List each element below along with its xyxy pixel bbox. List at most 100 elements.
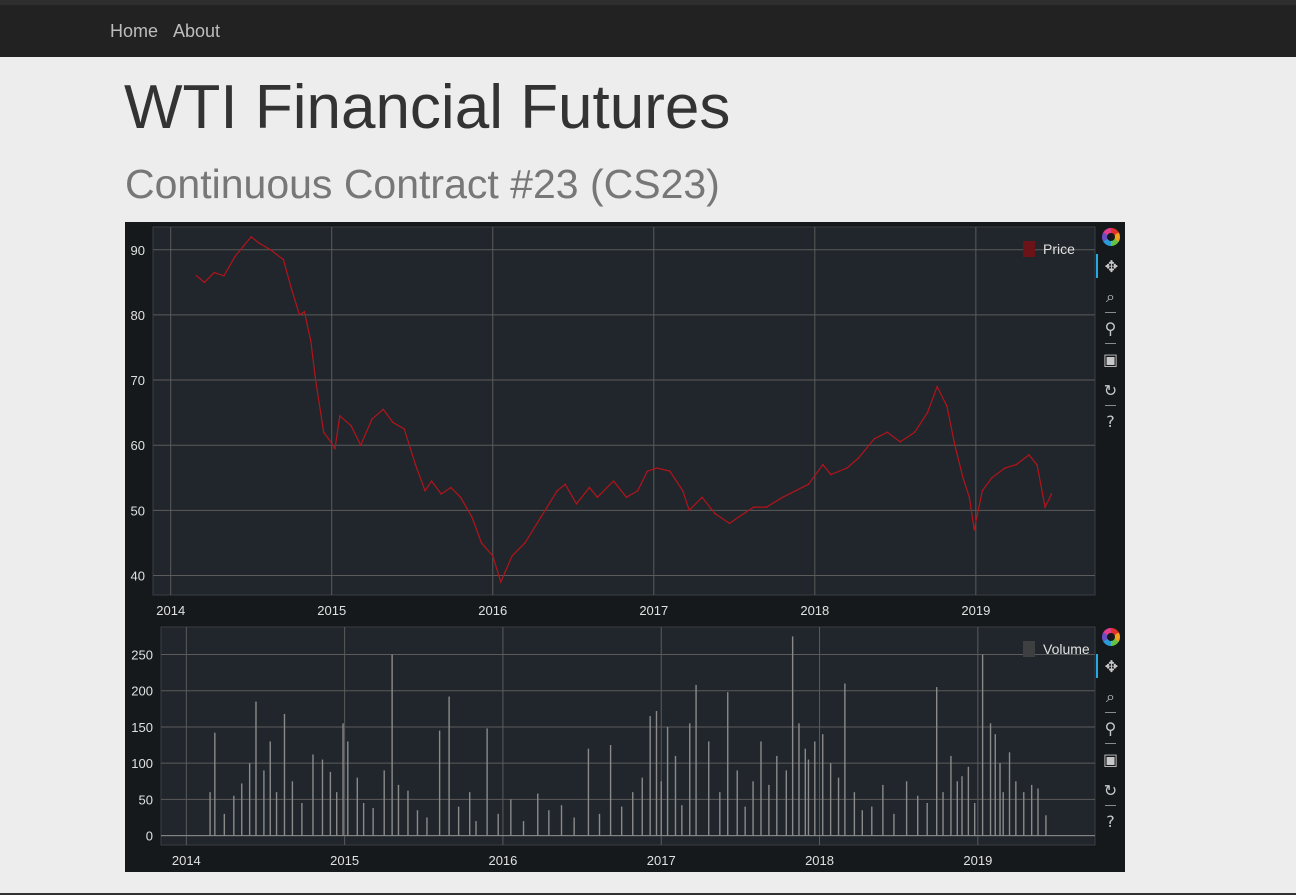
price-point	[382, 408, 385, 411]
volume-bar	[785, 770, 788, 836]
volume-bar	[214, 732, 216, 836]
volume-bar	[752, 781, 754, 836]
legend-label: Volume	[1043, 641, 1090, 657]
price-point	[625, 496, 628, 499]
volume-bar	[283, 713, 286, 836]
price-point	[258, 242, 261, 245]
price-point	[310, 340, 312, 342]
volume-bar	[248, 763, 251, 836]
price-point	[491, 555, 494, 557]
x-tick-label: 2014	[156, 603, 185, 618]
bokeh-logo-icon[interactable]	[1096, 625, 1125, 649]
volume-bar	[486, 728, 488, 836]
volume-bar	[1015, 781, 1017, 836]
plot-area	[160, 626, 1096, 846]
volume-bar	[620, 806, 623, 836]
price-point	[440, 493, 443, 495]
volume-bar	[329, 771, 332, 836]
volume-bar	[999, 763, 1001, 836]
x-tick-label: 2014	[172, 853, 201, 868]
price-point	[1028, 454, 1030, 456]
price-point	[669, 470, 671, 473]
volume-bar	[438, 730, 441, 836]
reset-icon[interactable]: ↻	[1103, 780, 1118, 800]
volume-bar	[994, 734, 996, 836]
volume-bar	[967, 766, 970, 836]
price-point	[946, 405, 948, 407]
y-tick-label: 60	[131, 438, 145, 453]
volume-bar	[882, 784, 884, 836]
wheel-zoom-icon[interactable]: ⚲	[1104, 318, 1117, 338]
price-point	[242, 245, 244, 248]
volume-bar	[457, 806, 460, 836]
volume-bar	[1002, 792, 1004, 836]
volume-bar	[829, 763, 832, 836]
help-icon[interactable]: ?	[1106, 411, 1115, 431]
volume-bar	[475, 821, 477, 836]
price-point	[765, 506, 768, 508]
save-icon[interactable]: ▣	[1102, 349, 1119, 369]
price-point	[807, 483, 810, 486]
volume-bar	[776, 755, 778, 836]
volume-bar	[893, 813, 895, 836]
nav-about-link[interactable]: About	[173, 21, 221, 41]
volume-bar	[804, 748, 807, 836]
volume-bar	[961, 776, 963, 836]
price-point	[282, 258, 285, 261]
price-point	[822, 463, 824, 466]
volume-bar	[510, 799, 512, 836]
price-point	[781, 496, 784, 499]
price-point	[250, 235, 253, 238]
price-point	[1050, 493, 1053, 495]
volume-bar	[362, 802, 365, 836]
reset-icon[interactable]: ↻	[1103, 380, 1118, 400]
volume-bar	[448, 696, 450, 836]
volume-bar	[301, 802, 303, 836]
box-zoom-icon[interactable]: ⌕	[1106, 287, 1115, 306]
pan-icon[interactable]: ✥	[1096, 254, 1125, 278]
price-point	[899, 441, 901, 443]
x-tick-label: 2017	[647, 853, 676, 868]
price-point	[1036, 463, 1038, 466]
y-tick-label: 150	[131, 720, 153, 735]
price-point	[392, 421, 394, 424]
volume-bar	[263, 770, 265, 836]
volume-bar	[383, 770, 385, 836]
page-subtitle: Continuous Contract #23 (CS23)	[125, 161, 720, 207]
wheel-zoom-icon[interactable]: ⚲	[1104, 718, 1117, 738]
volume-bar	[719, 792, 721, 836]
price-point	[327, 437, 330, 440]
volume-bar	[560, 805, 563, 836]
volume-bar	[632, 792, 634, 836]
box-zoom-icon[interactable]: ⌕	[1106, 687, 1115, 706]
plot-area	[152, 226, 1096, 596]
y-tick-label: 200	[131, 684, 153, 699]
volume-bar	[1008, 752, 1011, 836]
price-point	[588, 486, 591, 489]
bokeh-logo-icon[interactable]	[1096, 225, 1125, 249]
volume-bar	[926, 802, 928, 836]
volume-bar	[950, 755, 952, 836]
price-point	[714, 512, 716, 515]
volume-bar	[548, 810, 550, 836]
price-point	[612, 480, 615, 482]
volume-bar	[312, 754, 314, 836]
y-tick-label: 90	[131, 243, 145, 258]
x-tick-label: 2019	[963, 853, 992, 868]
pan-icon[interactable]: ✥	[1096, 654, 1125, 678]
volume-bar	[372, 808, 374, 836]
volume-bar	[347, 741, 349, 836]
volume-bar	[689, 723, 691, 836]
volume-bar	[641, 777, 643, 836]
y-tick-label: 100	[131, 756, 153, 771]
save-icon[interactable]: ▣	[1102, 749, 1119, 769]
help-icon[interactable]: ?	[1106, 811, 1115, 831]
volume-chart[interactable]: 2014 2015 2016 2017 2018 2019 0 50 100 150 200 250 V…	[125, 622, 1096, 872]
price-chart[interactable]: 2014 2015 2016 2017 2018 2019 40 50 60 70 80 90 Pric…	[125, 222, 1096, 622]
y-tick-label: 50	[139, 792, 153, 807]
nav-home-link[interactable]: Home	[110, 21, 159, 41]
price-point	[234, 255, 236, 258]
volume-bar	[660, 781, 662, 836]
x-tick-label: 2016	[488, 853, 517, 868]
volume-bar	[522, 821, 525, 836]
